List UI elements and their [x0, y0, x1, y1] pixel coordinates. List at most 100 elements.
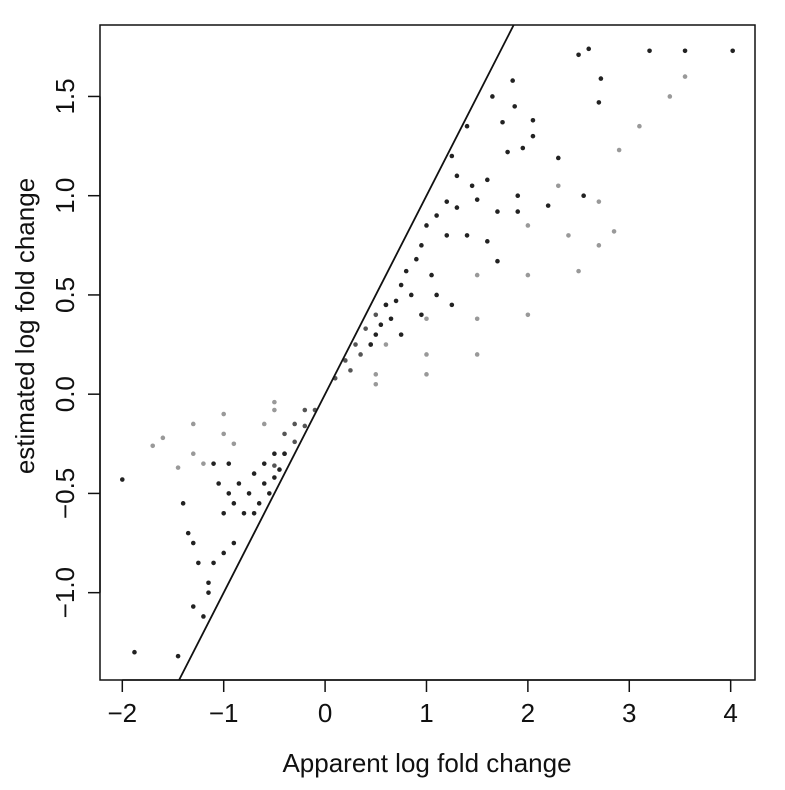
point	[388, 316, 394, 322]
y-tick-label: −1.0	[50, 567, 80, 618]
point	[647, 48, 652, 54]
point	[424, 372, 429, 377]
point	[206, 590, 211, 595]
point	[267, 491, 272, 496]
point	[251, 471, 257, 476]
point	[272, 475, 277, 480]
point	[449, 302, 455, 308]
point	[474, 272, 480, 278]
point	[190, 421, 196, 427]
point	[525, 312, 531, 318]
point	[424, 352, 429, 357]
point	[596, 100, 602, 105]
point	[231, 540, 237, 546]
point	[464, 233, 470, 238]
point	[343, 358, 348, 363]
point	[454, 205, 460, 210]
point	[611, 229, 617, 234]
point	[201, 614, 206, 619]
point	[211, 560, 216, 566]
point	[398, 282, 404, 288]
point	[383, 342, 389, 347]
point	[667, 94, 673, 99]
point	[201, 461, 206, 466]
point	[236, 481, 242, 486]
point	[272, 451, 277, 457]
point	[292, 439, 297, 445]
point	[520, 145, 526, 151]
point	[160, 435, 166, 441]
point	[373, 332, 379, 337]
point	[490, 94, 495, 99]
point	[363, 326, 368, 331]
point	[403, 268, 409, 274]
point	[277, 467, 282, 472]
point	[730, 48, 735, 54]
point	[302, 423, 308, 429]
point	[251, 510, 257, 516]
point	[598, 76, 604, 81]
point	[256, 501, 262, 506]
point	[185, 530, 191, 536]
point	[449, 153, 455, 159]
point	[500, 119, 505, 125]
point	[175, 465, 181, 470]
point	[190, 451, 196, 457]
point	[180, 501, 186, 506]
point	[414, 256, 419, 262]
point	[373, 381, 379, 387]
point	[221, 411, 226, 417]
point	[383, 302, 389, 308]
point	[424, 316, 429, 322]
point	[150, 443, 156, 449]
point	[302, 407, 308, 413]
point	[505, 149, 510, 155]
point	[282, 431, 287, 437]
y-tick-label: 0.0	[50, 376, 80, 412]
point	[596, 199, 602, 204]
point	[348, 368, 353, 373]
point	[581, 193, 586, 198]
point	[454, 173, 460, 179]
point	[530, 117, 536, 123]
x-tick-label: −2	[107, 698, 137, 728]
point	[226, 491, 232, 496]
point	[424, 223, 429, 228]
y-tick-label: −0.5	[50, 468, 80, 519]
point	[515, 193, 521, 198]
point	[555, 183, 561, 189]
point	[469, 183, 475, 189]
point	[682, 48, 688, 54]
point	[485, 239, 490, 244]
point	[272, 399, 277, 405]
y-axis-label: estimated log fold change	[10, 178, 40, 474]
point	[515, 209, 521, 214]
point	[272, 407, 277, 413]
point	[261, 481, 267, 486]
point	[596, 243, 602, 248]
point	[368, 342, 374, 347]
point	[586, 46, 592, 52]
point	[530, 133, 536, 139]
point	[444, 199, 450, 204]
point	[464, 123, 470, 129]
point	[373, 372, 379, 377]
point	[419, 312, 424, 318]
point	[682, 74, 688, 79]
point	[292, 421, 297, 427]
x-tick-label: 2	[521, 698, 535, 728]
point	[474, 316, 480, 322]
point	[495, 209, 500, 214]
point	[261, 421, 267, 427]
point	[495, 258, 500, 264]
x-tick-label: 0	[318, 698, 332, 728]
point	[211, 461, 216, 466]
point	[221, 550, 226, 556]
x-tick-label: 4	[723, 698, 737, 728]
point	[512, 104, 517, 109]
point	[282, 451, 287, 457]
point	[272, 463, 277, 468]
identity-line	[178, 24, 515, 681]
point	[545, 203, 551, 208]
point	[261, 461, 267, 466]
